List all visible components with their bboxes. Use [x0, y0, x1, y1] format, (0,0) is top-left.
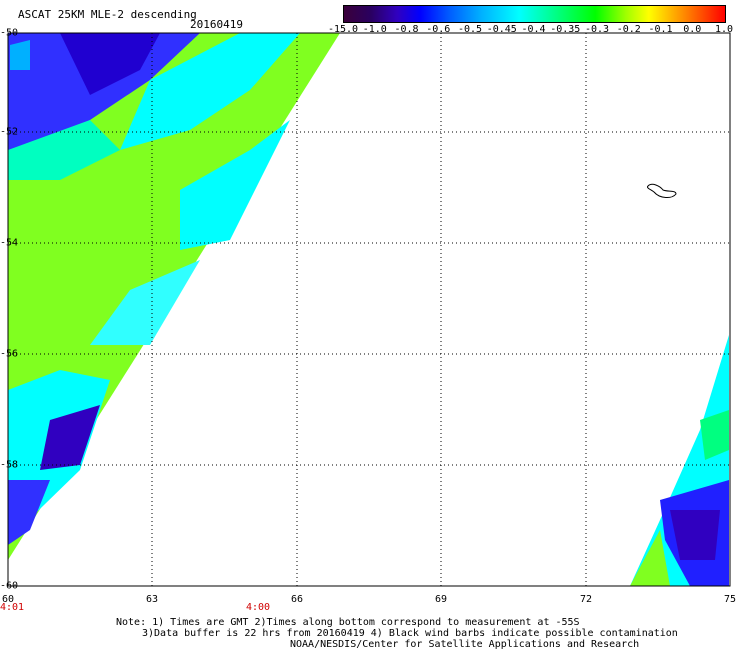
- east-swath: [630, 335, 729, 586]
- x-label: 60: [1, 594, 15, 605]
- y-label: -54: [0, 237, 19, 249]
- west-swath: [8, 33, 340, 560]
- colorbar-tick-label: 0.0: [683, 24, 702, 35]
- x-label: 75: [723, 594, 737, 605]
- colorbar-tick-label: -0.5: [457, 24, 483, 35]
- footer-note-1: Note: 1) Times are GMT 2)Times along bot…: [116, 617, 580, 628]
- time-label: 4:01: [0, 602, 25, 613]
- footer-credit: NOAA/NESDIS/Center for Satellite Applica…: [290, 639, 640, 650]
- colorbar-tick-label: -15.0: [327, 24, 359, 35]
- y-label: -50: [0, 27, 19, 39]
- map-title: ASCAT 25KM MLE-2 descending: [18, 8, 197, 21]
- x-label: 72: [579, 594, 593, 605]
- y-label: -60: [0, 580, 19, 592]
- x-label: 69: [434, 594, 448, 605]
- y-label: -56: [0, 348, 19, 360]
- x-label: 63: [145, 594, 159, 605]
- colorbar-tick-label: -0.2: [616, 24, 641, 35]
- colorbar-tick-label: -0.45: [486, 24, 517, 35]
- map-grid: [8, 33, 730, 586]
- x-label: 66: [290, 594, 304, 605]
- y-label: -58: [0, 459, 19, 471]
- colorbar: [343, 5, 726, 23]
- colorbar-tick-label: -0.1: [648, 24, 673, 35]
- colorbar-tick-label: -0.6: [426, 24, 451, 35]
- colorbar-tick-label: 1.0: [714, 24, 734, 35]
- colorbar-tick-label: -0.4: [521, 24, 546, 35]
- map-date: 20160419: [190, 18, 243, 31]
- island-outline: [647, 183, 677, 198]
- time-label: 4:00: [245, 602, 271, 613]
- footer-note-2: 3)Data buffer is 22 hrs from 20160419 4)…: [142, 628, 678, 639]
- colorbar-tick-label: -0.3: [584, 24, 610, 35]
- colorbar-tick-label: -1.0: [362, 24, 387, 35]
- colorbar-tick-label: -0.8: [394, 24, 419, 35]
- y-label: -52: [0, 126, 19, 138]
- colorbar-tick-label: -0.35: [550, 24, 581, 35]
